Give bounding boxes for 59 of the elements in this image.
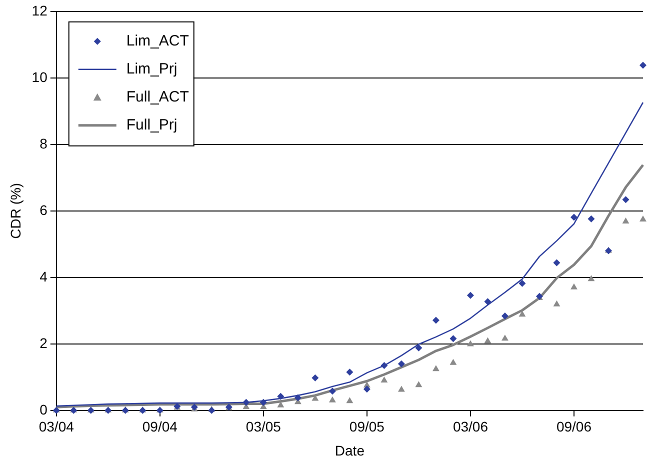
point [398, 360, 405, 368]
point [450, 358, 457, 365]
point [415, 344, 422, 352]
y-tick-label: 0 [40, 401, 48, 418]
point [588, 215, 595, 222]
legend-label: Full_Prj [126, 116, 178, 134]
point [622, 196, 630, 204]
legend-label: Full_ACT [126, 88, 189, 106]
point [363, 386, 370, 393]
y-axis-title: CDR (%) [7, 182, 24, 239]
point [277, 401, 284, 408]
point [450, 335, 457, 342]
point [380, 376, 388, 382]
point [484, 298, 492, 306]
x-axis-title: Date [334, 442, 365, 458]
point [484, 337, 492, 344]
point [294, 394, 302, 402]
point [432, 365, 440, 372]
point [501, 312, 508, 320]
y-tick-label: 12 [32, 2, 48, 18]
y-tick-label: 2 [40, 334, 48, 351]
point [312, 374, 319, 382]
point [553, 300, 560, 306]
point [553, 259, 560, 266]
x-tick-label: 03/04 [38, 418, 74, 435]
x-tick-label: 03/06 [452, 418, 488, 435]
point [640, 62, 646, 69]
point [328, 396, 336, 402]
point [346, 397, 354, 404]
y-tick-label: 10 [32, 68, 48, 85]
legend-label: Lim_Prj [126, 60, 178, 78]
x-tick-label: 09/05 [349, 418, 385, 435]
point [415, 381, 422, 388]
point [570, 214, 578, 221]
point [242, 398, 250, 406]
point [467, 340, 474, 346]
point [502, 334, 508, 341]
x-tick-label: 09/06 [556, 418, 592, 435]
point [328, 388, 336, 395]
point [518, 310, 526, 317]
point [432, 316, 440, 324]
point [466, 292, 474, 299]
point [260, 398, 267, 406]
point [622, 218, 630, 224]
y-tick-label: 6 [40, 202, 48, 218]
x-tick-label: 09/04 [142, 418, 178, 435]
point [312, 394, 319, 401]
x-tick-label: 03/05 [246, 418, 282, 435]
point [346, 368, 354, 376]
point [518, 280, 526, 287]
point [640, 216, 646, 222]
legend-label: Lim_ACT [126, 32, 189, 50]
point [588, 275, 595, 282]
y-tick-label: 4 [40, 268, 48, 284]
point [570, 283, 578, 290]
point [380, 362, 388, 370]
point [277, 392, 284, 400]
y-tick-label: 8 [40, 135, 48, 152]
point [398, 386, 405, 392]
